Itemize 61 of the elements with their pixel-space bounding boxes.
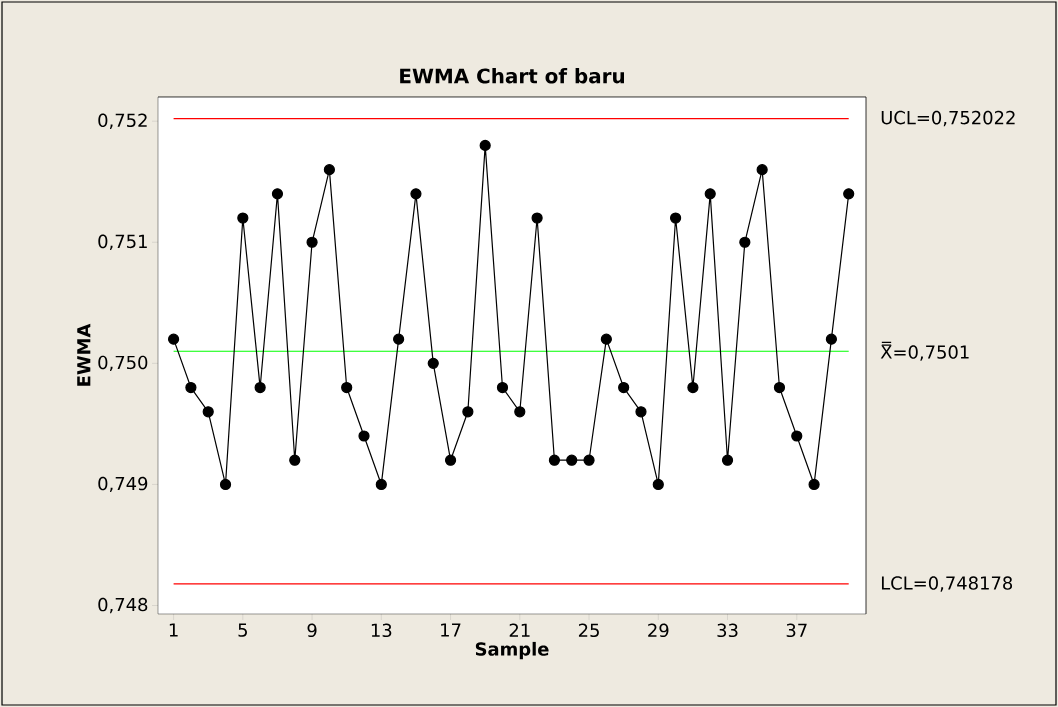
point: [825, 333, 837, 345]
point: [410, 188, 422, 200]
x-tick-label: 29: [648, 623, 669, 638]
point: [306, 236, 318, 248]
point: [531, 212, 543, 224]
point: [237, 212, 249, 224]
ref-line-label: LCL=0,748178: [881, 576, 1013, 592]
point: [271, 188, 284, 200]
y-axis-title: EWMA: [77, 323, 91, 386]
point: [843, 188, 855, 200]
ref-line-label: UCL=0,752022: [881, 110, 1015, 127]
point: [323, 164, 335, 176]
point: [756, 164, 768, 176]
x-tick-label: 33: [717, 623, 738, 638]
x-tick-label: 37: [786, 623, 807, 638]
point: [358, 430, 370, 442]
point: [583, 454, 595, 466]
point: [167, 333, 180, 345]
x-tick-label: 25: [578, 623, 599, 638]
point: [600, 333, 612, 345]
point: [202, 406, 214, 418]
point: [687, 381, 699, 394]
point: [721, 454, 734, 466]
y-tick-label: 0,748: [98, 597, 148, 614]
point: [444, 454, 457, 466]
y-tick-label: 0,751: [98, 234, 147, 250]
point: [393, 333, 405, 345]
point: [635, 406, 647, 418]
point: [566, 454, 578, 466]
point: [773, 381, 786, 394]
point: [427, 357, 439, 369]
point: [704, 188, 716, 200]
y-tick-label: 0,750: [98, 355, 148, 372]
point: [514, 406, 526, 418]
point: [254, 381, 266, 394]
point: [548, 454, 561, 466]
x-tick-label: 9: [307, 623, 317, 638]
point: [341, 381, 353, 394]
chart-title: EWMA Chart of baru: [400, 68, 624, 84]
point: [462, 406, 474, 418]
point: [289, 454, 301, 466]
point: [791, 430, 803, 442]
point: [479, 139, 491, 152]
x-axis-title: Sample: [475, 641, 549, 660]
y-tick-label: 0,752: [98, 113, 147, 129]
point: [652, 478, 664, 491]
x-tick-label: 1: [169, 623, 178, 637]
point: [375, 478, 387, 491]
point: [739, 236, 751, 248]
point: [808, 478, 820, 491]
point: [618, 381, 630, 394]
x-tick-label: 5: [238, 623, 247, 637]
y-tick-label: 0,749: [98, 476, 148, 493]
point: [185, 381, 197, 394]
x-tick-label: 17: [441, 623, 461, 637]
x-tick-label: 13: [371, 623, 392, 638]
point: [670, 212, 682, 224]
x-tick-label: 21: [509, 623, 530, 637]
point: [496, 381, 509, 394]
point: [219, 478, 232, 491]
ref-line-label: X̿=0,7501: [880, 341, 969, 361]
